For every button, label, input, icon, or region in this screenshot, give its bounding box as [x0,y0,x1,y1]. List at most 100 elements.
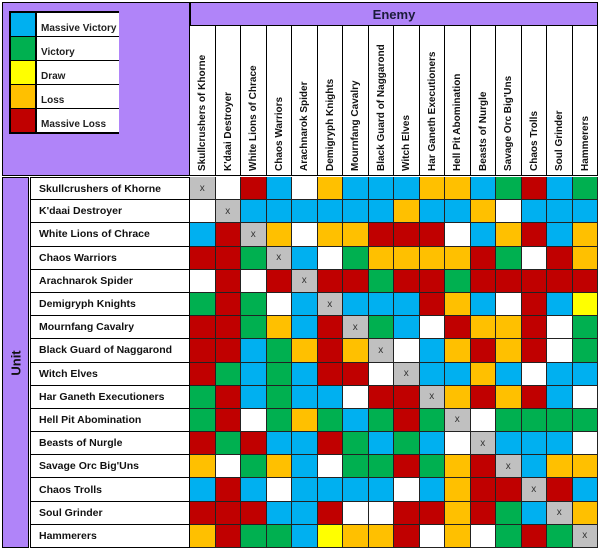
matchup-cell[interactable] [317,385,343,409]
matchup-cell[interactable] [368,501,394,525]
matchup-cell[interactable] [241,246,267,270]
matchup-cell[interactable] [496,501,522,525]
matchup-cell[interactable] [394,385,420,409]
matchup-cell[interactable] [445,524,471,548]
matchup-cell[interactable] [292,501,318,525]
matchup-cell[interactable] [572,200,598,224]
matchup-cell[interactable] [317,316,343,340]
matchup-cell[interactable] [547,455,573,479]
matchup-cell[interactable] [241,177,267,201]
matchup-cell[interactable] [394,200,420,224]
matchup-cell[interactable] [394,455,420,479]
matchup-cell[interactable] [419,362,445,386]
matchup-cell[interactable] [190,200,216,224]
matchup-cell[interactable] [496,177,522,201]
matchup-cell[interactable] [521,385,547,409]
matchup-cell[interactable] [317,246,343,270]
matchup-cell[interactable] [419,177,445,201]
matchup-cell[interactable] [266,455,292,479]
matchup-cell[interactable] [368,223,394,247]
matchup-cell[interactable] [445,177,471,201]
matchup-cell[interactable] [266,385,292,409]
matchup-cell[interactable] [317,478,343,502]
matchup-cell[interactable] [470,339,496,363]
matchup-cell[interactable] [241,432,267,456]
matchup-cell[interactable] [215,432,241,456]
matchup-cell[interactable] [190,246,216,270]
matchup-cell[interactable] [521,455,547,479]
matchup-cell[interactable] [368,455,394,479]
matchup-cell[interactable] [241,408,267,433]
matchup-cell[interactable] [419,292,445,317]
matchup-cell[interactable] [190,432,216,456]
matchup-cell[interactable] [547,292,573,317]
matchup-cell[interactable] [292,478,318,502]
matchup-cell[interactable] [292,432,318,456]
matchup-cell[interactable] [419,501,445,525]
matchup-cell[interactable] [317,432,343,456]
matchup-cell[interactable] [190,524,216,548]
matchup-cell[interactable] [394,339,420,363]
matchup-cell[interactable] [266,339,292,363]
matchup-cell[interactable] [521,408,547,433]
matchup-cell[interactable] [521,269,547,293]
matchup-cell[interactable] [215,246,241,270]
matchup-cell[interactable] [419,223,445,247]
matchup-cell[interactable] [368,385,394,409]
matchup-cell[interactable]: x [445,408,471,433]
matchup-cell[interactable] [343,269,369,293]
matchup-cell[interactable] [292,524,318,548]
matchup-cell[interactable] [241,385,267,409]
matchup-cell[interactable] [521,362,547,386]
matchup-cell[interactable] [368,316,394,340]
matchup-cell[interactable] [292,292,318,317]
matchup-cell[interactable] [419,408,445,433]
matchup-cell[interactable] [190,269,216,293]
matchup-cell[interactable] [368,478,394,502]
matchup-cell[interactable] [394,432,420,456]
matchup-cell[interactable] [266,292,292,317]
matchup-cell[interactable] [496,385,522,409]
matchup-cell[interactable]: x [266,246,292,270]
matchup-cell[interactable] [445,223,471,247]
matchup-cell[interactable] [521,501,547,525]
matchup-cell[interactable] [394,292,420,317]
matchup-cell[interactable] [292,408,318,433]
matchup-cell[interactable] [521,292,547,317]
matchup-cell[interactable] [292,455,318,479]
matchup-cell[interactable] [496,246,522,270]
matchup-cell[interactable] [547,200,573,224]
matchup-cell[interactable] [368,177,394,201]
matchup-cell[interactable] [572,501,598,525]
matchup-cell[interactable] [572,362,598,386]
matchup-cell[interactable] [496,339,522,363]
matchup-cell[interactable] [470,501,496,525]
matchup-cell[interactable] [241,455,267,479]
matchup-cell[interactable] [521,177,547,201]
matchup-cell[interactable] [241,524,267,548]
matchup-cell[interactable] [266,432,292,456]
matchup-cell[interactable] [241,292,267,317]
matchup-cell[interactable] [547,524,573,548]
matchup-cell[interactable] [572,385,598,409]
matchup-cell[interactable] [343,339,369,363]
matchup-cell[interactable] [292,200,318,224]
matchup-cell[interactable] [215,339,241,363]
matchup-cell[interactable] [368,362,394,386]
matchup-cell[interactable] [317,223,343,247]
matchup-cell[interactable] [241,478,267,502]
matchup-cell[interactable] [419,316,445,340]
matchup-cell[interactable] [470,177,496,201]
matchup-cell[interactable] [368,200,394,224]
matchup-cell[interactable] [317,455,343,479]
matchup-cell[interactable] [215,455,241,479]
matchup-cell[interactable] [572,269,598,293]
matchup-cell[interactable] [266,408,292,433]
matchup-cell[interactable] [496,200,522,224]
matchup-cell[interactable] [241,501,267,525]
matchup-cell[interactable] [241,316,267,340]
matchup-cell[interactable] [496,269,522,293]
matchup-cell[interactable] [547,269,573,293]
matchup-cell[interactable] [190,478,216,502]
matchup-cell[interactable] [292,385,318,409]
